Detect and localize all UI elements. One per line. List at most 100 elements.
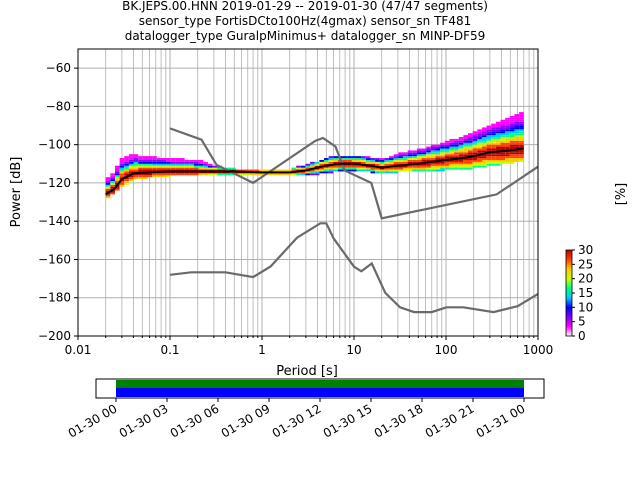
heat-cell [421,167,427,170]
heat-cell [342,165,348,168]
heat-cell [514,131,520,134]
heat-cell [170,163,176,166]
heat-cell [463,150,469,153]
heat-cell [477,138,482,141]
heat-cell [495,121,501,124]
heat-cell [170,165,176,168]
heat-cell [328,158,334,160]
heat-cell [505,156,510,159]
heat-cell [430,150,436,153]
heat-cell [389,167,394,170]
heat-cell [114,175,120,178]
heat-cell [221,173,227,176]
timeline-tick-label: 01-30 12 [270,401,324,440]
heat-cell [500,144,506,147]
heat-cell [189,163,194,166]
heat-cell [161,167,167,170]
heat-cell [463,167,469,170]
timeline-tick-label: 01-30 09 [219,401,273,440]
heat-cell [500,119,506,122]
heat-cell [217,169,222,172]
colorbar-scale [565,249,573,337]
heat-cell [198,173,204,176]
heat-cell [481,165,487,168]
heat-cell [198,163,204,166]
heat-cell [463,142,469,145]
heat-cell [440,154,445,157]
heat-cell [156,163,162,166]
heat-cell [440,142,445,145]
heat-cell [430,148,436,151]
heat-cell [449,163,455,166]
heat-cell [384,171,390,174]
heat-cell [519,138,524,141]
heat-cell [212,173,218,176]
heat-cell [454,138,459,141]
heat-cell [114,171,120,174]
heat-cell [416,163,422,166]
heat-cell [486,125,492,128]
heat-cell [356,167,362,170]
heat-cell [361,165,366,168]
heat-cell [500,125,506,128]
heat-cell [509,135,515,138]
heat-cell [389,163,394,166]
heat-cell [286,169,292,172]
heat-cell [180,158,185,160]
heat-cell [505,125,510,128]
heat-cell [142,156,148,159]
heat-cell [449,140,455,143]
heat-cell [133,156,139,159]
heat-cell [375,171,380,174]
heat-cell [333,159,338,162]
heat-cell [412,156,417,159]
heat-cell [458,165,464,168]
heat-cell [514,142,520,145]
heat-cell [193,163,199,166]
heat-cell [491,152,496,155]
heat-cell [407,161,413,164]
heat-cell [393,163,399,166]
heat-cell [444,156,450,159]
heat-cell [449,156,455,159]
heat-cell [156,167,162,170]
heat-cell [305,167,311,170]
timeline-tick-label: 01-30 18 [372,401,426,440]
heat-cell [119,167,125,170]
heat-cell [514,156,520,159]
heat-cell [495,138,501,141]
heat-cell [277,169,283,172]
heat-cell [500,161,506,164]
heat-cell [402,158,408,160]
title-line: datalogger_type GuralpMinimus+ datalogge… [125,29,486,43]
heat-cell [166,175,171,178]
heat-cell [184,167,190,170]
heat-cell [254,169,259,172]
heat-cell [486,146,492,149]
heat-cell [128,167,134,170]
heat-cell [426,152,431,155]
heat-cell [505,158,510,160]
heat-cell [509,131,515,134]
heat-cell [509,129,515,132]
heat-cell [468,150,473,153]
heat-cell [426,148,431,151]
heat-cell [509,161,515,164]
heat-cell [416,154,422,157]
heat-cell [495,156,501,159]
heat-cell [468,140,473,143]
heat-cell [389,169,394,172]
heat-cell [152,175,157,178]
y-tick-label: −200 [38,329,71,343]
heat-cell [514,159,520,162]
heat-cell [370,169,376,172]
heat-cell [333,156,338,159]
heat-cell [514,121,520,124]
heat-cell [328,167,334,170]
heat-cell [365,158,371,160]
heat-cell [426,169,431,172]
heat-cell [514,137,520,139]
heat-cell [161,159,167,162]
